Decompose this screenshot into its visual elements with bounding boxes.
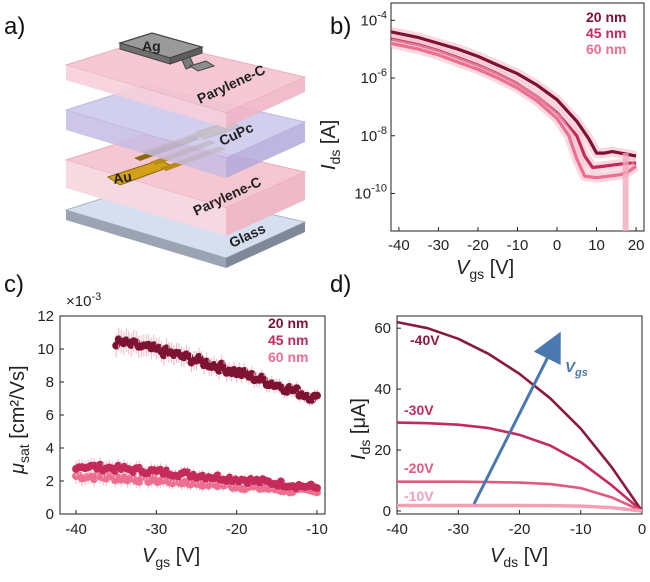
chart-c-legend-45nm: 45 nm [268,332,308,348]
chart-b-ytick-label: 10-10 [354,182,387,202]
chart-c-ylabel: μsat [cm²/Vs] [7,365,32,475]
chart-b-axes: -40 -30 -20 -10 0 10 20 10-4 10-6 10-8 10-10 [354,9,644,254]
chart-c-ytick-label: 4 [46,440,54,457]
chart-b-ytick-label: 10-4 [361,9,387,29]
chart-d-series-line [397,503,642,513]
chart-c-ytick-label: 8 [46,374,54,391]
chart-c-xtick-label: -20 [226,521,248,538]
panel-label-d: d) [330,271,351,298]
chart-b-series-line [391,30,637,158]
chart-d-xtick-label: 0 [638,521,646,538]
chart-b-ytick-label: 10-6 [361,67,387,87]
chart-b-xtick-label: -40 [388,237,410,254]
chart-b-legend-60nm: 60 nm [586,41,626,57]
chart-b-xtick-label: -20 [467,237,489,254]
cupc-side-right [226,122,305,178]
chart-c-legend-20nm: 20 nm [268,315,308,331]
chart-d-series-label: -10V [404,488,434,504]
chart-c-ytick-label: 0 [46,506,54,523]
chart-d-xtick-label: -40 [386,521,408,538]
chart-d-axes: -40 -30 -20 -10 0 0 20 40 60 [374,320,646,538]
chart-d-ytick-label: 60 [374,320,391,337]
chart-b-legend-20nm: 20 nm [586,9,626,25]
chart-c-xlabel: Vgs [V] [142,545,200,570]
chart-c-series [72,327,321,497]
chart-d-xtick-label: -30 [447,521,469,538]
chart-d-series-label: -40V [410,332,440,348]
chart-b-series [391,27,640,231]
chart-b-xtick-label: 10 [588,237,605,254]
cupc-side [66,110,226,178]
panel-label-c: c) [4,271,24,298]
parylene-top-side [66,65,226,128]
chart-c-point [312,484,321,493]
chart-b-xtick-label: -30 [428,237,450,254]
chart-c-ytick-label: 2 [46,473,54,490]
chart-d-xtick-label: -10 [570,521,592,538]
chart-c-xtick-label: -30 [146,521,168,538]
chart-c-ytick-label: 10 [37,341,54,358]
panel-label-b: b) [330,13,351,40]
chart-b-series-line [391,41,638,180]
vgs-arrow-icon [472,331,561,505]
chart-c-ytick-label: 12 [37,308,54,325]
glass-layer-side [66,210,226,268]
chart-d-ytick-label: 40 [374,381,391,398]
chart-d-ylabel: Ids [μA] [348,398,373,460]
chart-d-series-line [397,421,642,512]
chart-d-xtick-label: -20 [509,521,531,538]
chart-c-axes: -40 -30 -20 -10 0 2 4 6 8 10 12 [37,308,328,538]
chart-c-legend-60nm: 60 nm [268,349,308,365]
chart-b-legend-45nm: 45 nm [586,25,626,41]
chart-d-xlabel: Vds [V] [490,545,548,570]
chart-c-multiplier: ×10-3 [66,291,101,310]
chart-d-series-line [397,480,642,513]
chart-c-point [312,391,321,400]
chart-c-xtick-label: -40 [65,521,87,538]
chart-c-point [247,369,256,378]
chart-b-ylabel: Ids [A] [318,120,343,170]
vgs-arrow-label: Vgs [565,359,588,379]
chart-b-xtick-label: 20 [628,237,645,254]
chart-b-xlabel: Vgs [V] [456,257,514,282]
chart-c-point [292,384,301,393]
parylene-bottom-side [66,160,226,236]
chart-d-series: -40V -30V -20V -10V [397,320,642,513]
chart-b-xtick-label: -10 [507,237,529,254]
chart-b-xtick-label: 0 [553,237,561,254]
chart-d-series-label: -30V [404,402,434,418]
device-stack-diagram: Ag Parylene-C CuPc Au Parylene-C Glass [64,32,307,268]
parylene-top-side-right [226,77,305,128]
glass-layer-side-right [226,222,305,268]
parylene-bottom-side-right [226,172,305,236]
chart-d-series-line [397,320,642,512]
chart-c-xtick-label: -10 [306,521,328,538]
layer-label-au: Au [112,168,133,187]
chart-d-ytick-label: 20 [374,442,391,459]
chart-c-ytick-label: 6 [46,407,54,424]
panel-label-a: a) [4,13,25,40]
chart-b-ytick-label: 10-8 [361,125,387,145]
chart-d-ytick-label: 0 [383,503,391,520]
chart-d-series-label: -20V [404,460,434,476]
chart-b-gate-leakage-spike [622,153,629,231]
layer-label-ag: Ag [142,38,161,54]
